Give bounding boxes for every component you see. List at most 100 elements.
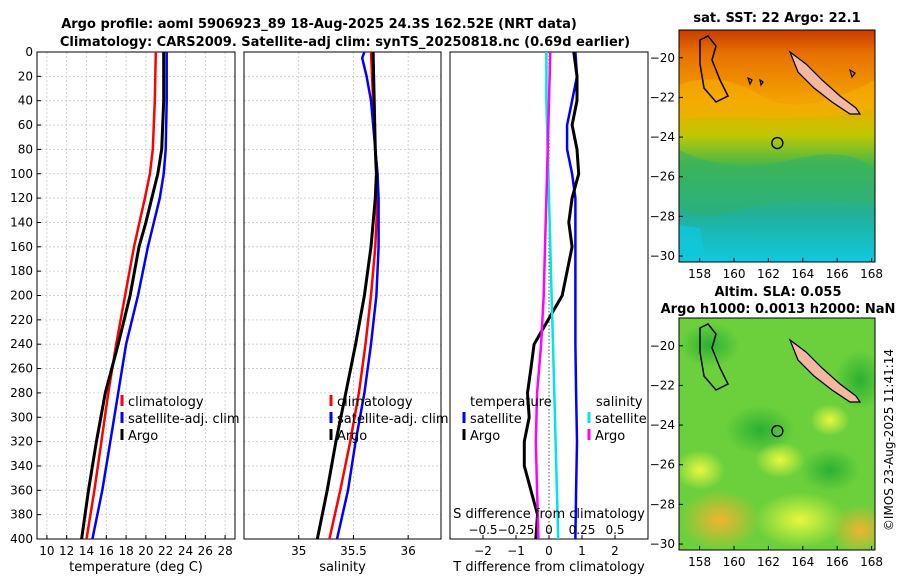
x-tick-label: 35.5 bbox=[340, 544, 367, 558]
map-x-tick-label: 162 bbox=[757, 555, 780, 569]
sla-map: 158 160 162 164 166 168 −20 −22 −24 −26 −28 −30 bbox=[650, 317, 883, 569]
top-tick-label: 0.25 bbox=[569, 523, 596, 537]
sst-field bbox=[679, 30, 875, 262]
y-tick-label: 260 bbox=[10, 362, 33, 376]
salinity-xlabel: salinity bbox=[319, 560, 366, 575]
top-tick-label: 0 bbox=[545, 523, 553, 537]
sla-argo-location-marker bbox=[771, 424, 784, 438]
x-tick-label: −1 bbox=[507, 544, 525, 558]
difference-series-group bbox=[522, 52, 581, 539]
x-tick-label: 2 bbox=[611, 544, 619, 558]
sst-map: 158 160 162 164 166 168 −20 −22 −24 −26 −28 −30 bbox=[650, 29, 883, 281]
title-line2: Climatology: CARS2009. Satellite-adj cli… bbox=[60, 35, 630, 50]
series-satellite-adj.-clim bbox=[91, 52, 168, 539]
x-tick-label: 18 bbox=[118, 544, 133, 558]
difference-top-axis-label: S difference from climatology bbox=[453, 507, 645, 522]
map-y-tick-label: −22 bbox=[650, 378, 675, 392]
y-tick-label: 20 bbox=[18, 69, 33, 83]
map-y-tick-label: −20 bbox=[650, 51, 675, 65]
map-y-tick-label: −24 bbox=[650, 130, 675, 144]
legend-d-s-satellite-label: satellite bbox=[595, 412, 647, 427]
series-t-satellite bbox=[565, 52, 579, 539]
series-s-argo bbox=[534, 52, 552, 539]
sla-map-frame bbox=[678, 317, 876, 551]
x-tick-label: 26 bbox=[198, 544, 213, 558]
map-x-tick-label: 164 bbox=[791, 267, 814, 281]
map-x-tick-label: 160 bbox=[723, 267, 746, 281]
sla-map-title: Altim. SLA: 0.055 bbox=[715, 285, 842, 300]
legend-s-satellite-label: satellite-adj. clim bbox=[337, 412, 449, 427]
y-tick-label: 60 bbox=[18, 118, 33, 132]
sla-new-caledonia-island bbox=[788, 338, 862, 403]
y-tick-label: 120 bbox=[10, 191, 33, 205]
series-argo bbox=[315, 52, 378, 539]
map-x-tick-label: 164 bbox=[791, 555, 814, 569]
x-tick-label: 14 bbox=[79, 544, 94, 558]
new-caledonia-island bbox=[788, 50, 862, 115]
top-tick-label: −0.5 bbox=[468, 523, 497, 537]
x-tick-label: 12 bbox=[59, 544, 74, 558]
temperature-series-group bbox=[80, 52, 168, 539]
map-y-tick-label: −20 bbox=[650, 339, 675, 353]
y-tick-label: 340 bbox=[10, 459, 33, 473]
x-tick-label: 35 bbox=[291, 544, 306, 558]
legend-d-salinity-heading: salinity bbox=[596, 395, 643, 410]
y-tick-label: 180 bbox=[10, 264, 33, 278]
sst-map-frame bbox=[678, 29, 876, 263]
map-y-tick-label: −28 bbox=[650, 497, 675, 511]
map-x-tick-label: 168 bbox=[860, 267, 883, 281]
legend-t-climatology-label: climatology bbox=[128, 395, 204, 410]
y-tick-label: 360 bbox=[10, 483, 33, 497]
series-t-argo bbox=[522, 52, 581, 539]
sst-argo-location-marker bbox=[771, 136, 784, 150]
x-tick-label: −2 bbox=[474, 544, 492, 558]
x-tick-label: 28 bbox=[217, 544, 232, 558]
x-tick-label: 10 bbox=[39, 544, 54, 558]
y-tick-label: 240 bbox=[10, 337, 33, 351]
map-y-tick-label: −28 bbox=[650, 209, 675, 223]
y-tick-label: 160 bbox=[10, 240, 33, 254]
timestamp-stamp: ©IMOS 23-Aug-2025 11:41:14 bbox=[882, 349, 896, 531]
salinity-frame bbox=[243, 51, 442, 540]
map-x-tick-label: 162 bbox=[757, 267, 780, 281]
x-tick-label: 36 bbox=[401, 544, 416, 558]
y-tick-label: 200 bbox=[10, 289, 33, 303]
salinity-panel: 35 35.5 36 salinity climatology satellite-adj… bbox=[243, 51, 449, 575]
y-tick-label: 280 bbox=[10, 386, 33, 400]
x-tick-label: 16 bbox=[99, 544, 114, 558]
map-y-tick-label: −30 bbox=[650, 537, 675, 551]
y-tick-label: 400 bbox=[10, 532, 33, 546]
temperature-xlabel: temperature (deg C) bbox=[69, 560, 203, 575]
map-x-tick-label: 158 bbox=[688, 267, 711, 281]
y-tick-label: 220 bbox=[10, 313, 33, 327]
difference-panel: −2 −1 0 1 2 T difference from climatology temp… bbox=[449, 51, 649, 575]
difference-xlabel: T difference from climatology bbox=[452, 560, 645, 575]
x-tick-label: 22 bbox=[158, 544, 173, 558]
sla-map-subtitle: Argo h1000: 0.0013 h2000: NaN bbox=[661, 302, 896, 317]
salinity-series-group bbox=[315, 52, 380, 539]
map-x-tick-label: 166 bbox=[826, 267, 849, 281]
y-tick-label: 380 bbox=[10, 508, 33, 522]
map-y-tick-label: −26 bbox=[650, 170, 675, 184]
series-satellite-adj.-clim bbox=[335, 52, 380, 539]
x-tick-label: 20 bbox=[138, 544, 153, 558]
legend-d-s-argo-label: Argo bbox=[595, 429, 625, 444]
series-climatology bbox=[85, 52, 158, 539]
top-tick-label: 0.5 bbox=[605, 523, 624, 537]
legend-t-satellite-label: satellite-adj. clim bbox=[128, 412, 240, 427]
map-x-tick-label: 158 bbox=[688, 555, 711, 569]
sla-coastline-reef bbox=[699, 323, 730, 391]
sst-coastline-reef bbox=[699, 35, 730, 103]
x-tick-label: 0 bbox=[545, 544, 553, 558]
legend-d-t-argo-label: Argo bbox=[470, 429, 500, 444]
map-y-tick-label: −24 bbox=[650, 418, 675, 432]
y-tick-label: 140 bbox=[10, 215, 33, 229]
y-tick-label: 320 bbox=[10, 435, 33, 449]
y-tick-label: 100 bbox=[10, 167, 33, 181]
x-tick-label: 1 bbox=[578, 544, 586, 558]
map-x-tick-label: 168 bbox=[860, 555, 883, 569]
map-x-tick-label: 160 bbox=[723, 555, 746, 569]
sst-map-title: sat. SST: 22 Argo: 22.1 bbox=[693, 11, 860, 26]
y-tick-label: 300 bbox=[10, 410, 33, 424]
